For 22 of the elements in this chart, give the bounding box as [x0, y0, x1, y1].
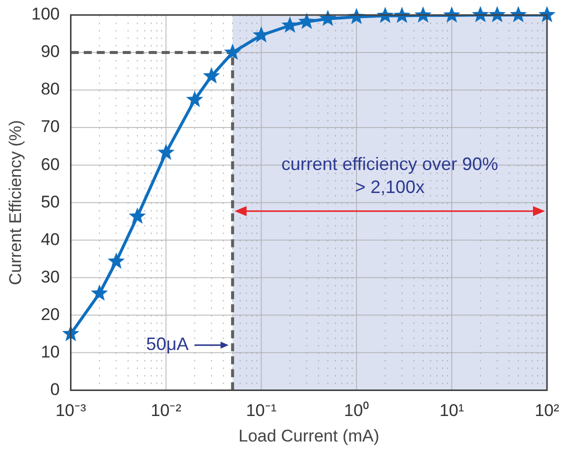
x-tick-label: 10⁻³ — [55, 401, 86, 420]
y-tick-label: 0 — [50, 380, 60, 399]
y-tick-label: 30 — [40, 267, 60, 286]
y-tick-label: 70 — [40, 117, 60, 136]
x-tick-label: 10⁻² — [150, 401, 182, 420]
y-tick-label: 40 — [40, 230, 60, 249]
annotation: current efficiency over 90% — [281, 154, 498, 174]
y-tick-label: 50 — [40, 192, 60, 212]
y-tick-label: 100 — [31, 4, 60, 24]
x-tick-label: 10¹ — [439, 401, 464, 420]
y-tick-label: 80 — [40, 80, 60, 99]
y-tick-label: 20 — [40, 304, 60, 324]
annotation: 50μA — [146, 334, 189, 354]
y-tick-label: 90 — [40, 42, 60, 62]
x-tick-label: 10² — [534, 401, 560, 420]
x-tick-label: 10⁻¹ — [246, 401, 277, 420]
y-tick-label: 10 — [40, 342, 60, 362]
y-tick-label: 60 — [40, 154, 60, 174]
x-tick-label: 10⁰ — [344, 401, 369, 420]
annotation: > 2,100x — [355, 177, 425, 198]
x-axis-title: Load Current (mA) — [238, 426, 380, 446]
y-axis-title: Current Efficiency (%) — [6, 120, 25, 286]
